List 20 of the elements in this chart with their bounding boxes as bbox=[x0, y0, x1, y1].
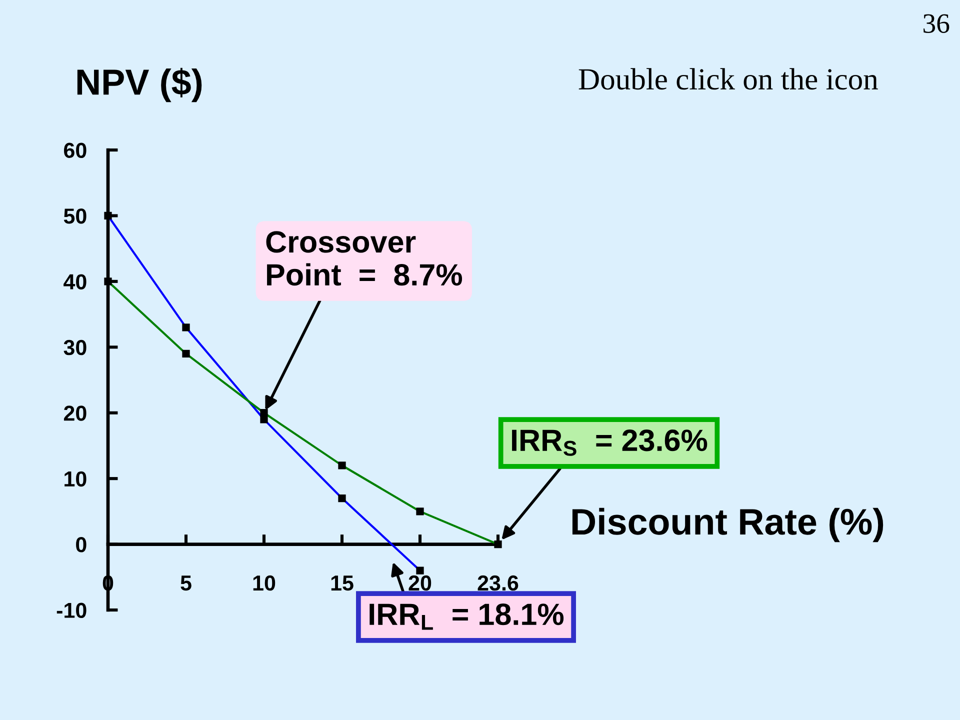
x-axis-title: Discount Rate (%) bbox=[572, 508, 884, 542]
x-tick-label: 23.6 bbox=[478, 575, 518, 591]
x-tick-label: 15 bbox=[331, 576, 354, 591]
y-tick-label: 50 bbox=[64, 208, 86, 224]
annotation: IRR$_{S}$ = 23.6% bbox=[512, 430, 708, 456]
x-tick-label: 5 bbox=[180, 576, 192, 591]
y-axis-title: NPV ($) bbox=[77, 68, 202, 102]
y-tick-label: 60 bbox=[64, 142, 86, 158]
text: Double click on the icon bbox=[578, 68, 878, 90]
text: 36 bbox=[924, 14, 950, 33]
y-tick-label: 30 bbox=[64, 340, 86, 356]
y-tick-label: 20 bbox=[64, 406, 86, 421]
y-tick-label: 40 bbox=[64, 274, 86, 290]
annotation: IRR$_{L}$ = 18.1% bbox=[370, 604, 564, 630]
annotation: Crossover Point = 8.7% bbox=[266, 231, 462, 286]
y-tick-label: 10 bbox=[64, 471, 86, 487]
x-tick-label: 10 bbox=[253, 575, 276, 591]
y-tick-label: -10 bbox=[56, 602, 86, 618]
x-tick-label: 20 bbox=[408, 575, 432, 591]
y-tick-label: 0 bbox=[76, 537, 86, 552]
